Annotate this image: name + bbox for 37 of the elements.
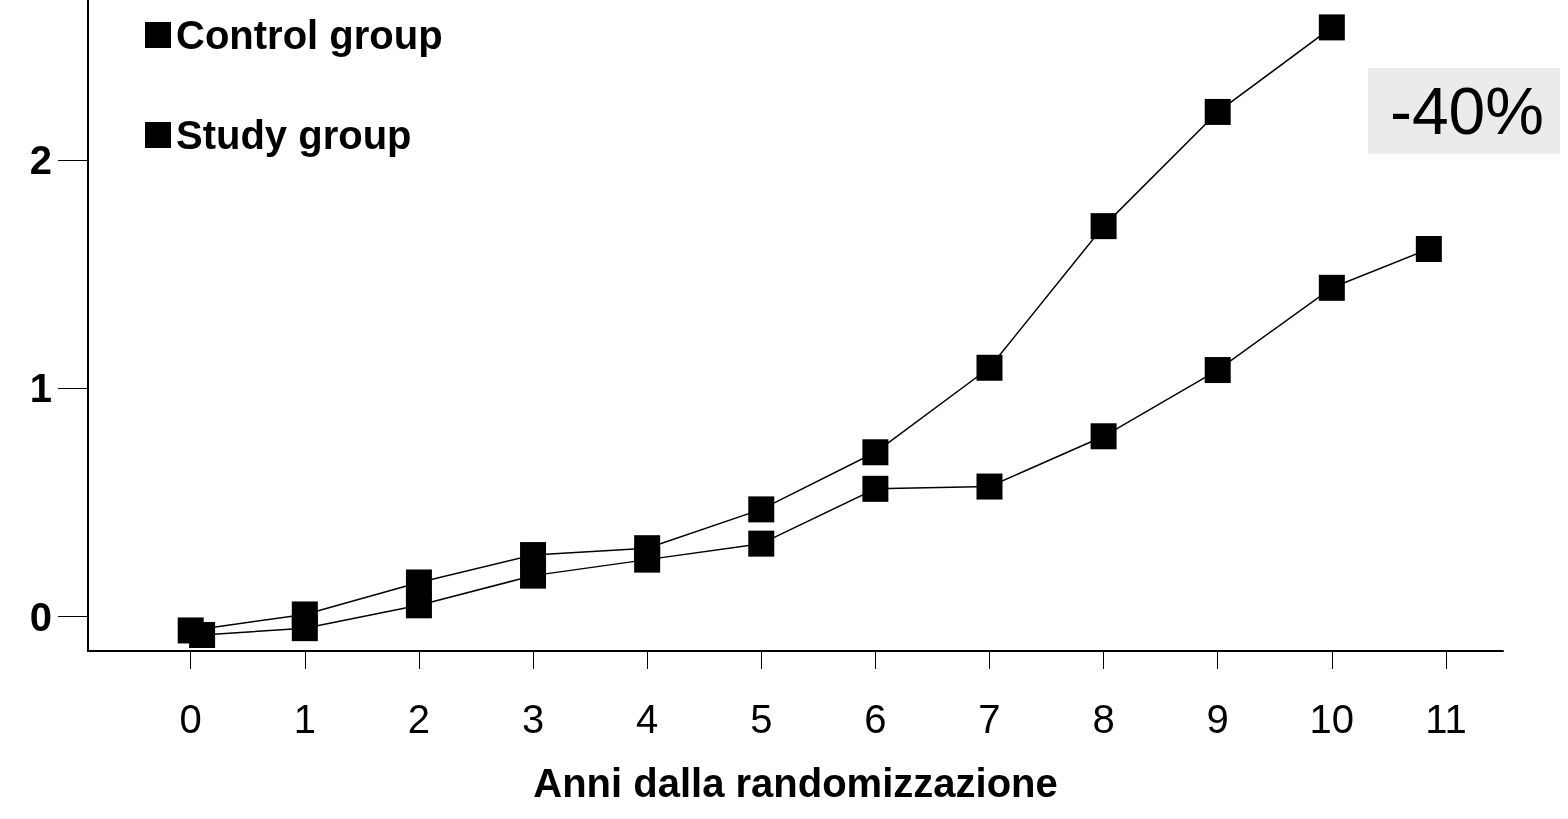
point: [1318, 274, 1345, 301]
point: [1204, 357, 1231, 384]
y-tick-label: 2: [29, 137, 52, 182]
x-tick-label: 9: [1206, 697, 1229, 741]
point: [520, 562, 547, 589]
x-tick-label: 10: [1309, 697, 1355, 741]
annotation: -40%: [1389, 74, 1544, 148]
point: [748, 496, 775, 523]
x-tick-label: 7: [978, 697, 1001, 741]
point: [1318, 14, 1345, 41]
y-tick-label: 1: [29, 366, 52, 411]
point: [1415, 235, 1442, 262]
x-tick-label: 11: [1425, 697, 1467, 741]
point: [862, 475, 889, 502]
point: [1090, 213, 1117, 240]
legend-label: Control group: [176, 13, 443, 57]
point: [976, 473, 1003, 500]
legend-label: Study group: [176, 113, 412, 157]
point: [1204, 98, 1231, 125]
point: [405, 592, 432, 619]
point: [634, 546, 661, 573]
x-tick-label: 5: [750, 697, 773, 741]
x-tick-label: 4: [636, 697, 659, 741]
x-tick-label: 6: [864, 697, 887, 741]
x-tick-label: 1: [293, 697, 316, 741]
x-tick-label: 3: [521, 697, 545, 741]
x-tick-label: 0: [179, 697, 202, 741]
point: [748, 530, 775, 557]
x-tick-label: 2: [407, 697, 431, 741]
point: [1090, 423, 1117, 450]
point: [189, 622, 216, 649]
point: [976, 354, 1003, 381]
y-tick-label: 0: [29, 594, 52, 639]
x-tick-label: 8: [1092, 697, 1115, 741]
point: [291, 615, 318, 642]
point: [862, 439, 889, 466]
x-axis-title: Anni dalla randomizzazione: [533, 761, 1058, 805]
